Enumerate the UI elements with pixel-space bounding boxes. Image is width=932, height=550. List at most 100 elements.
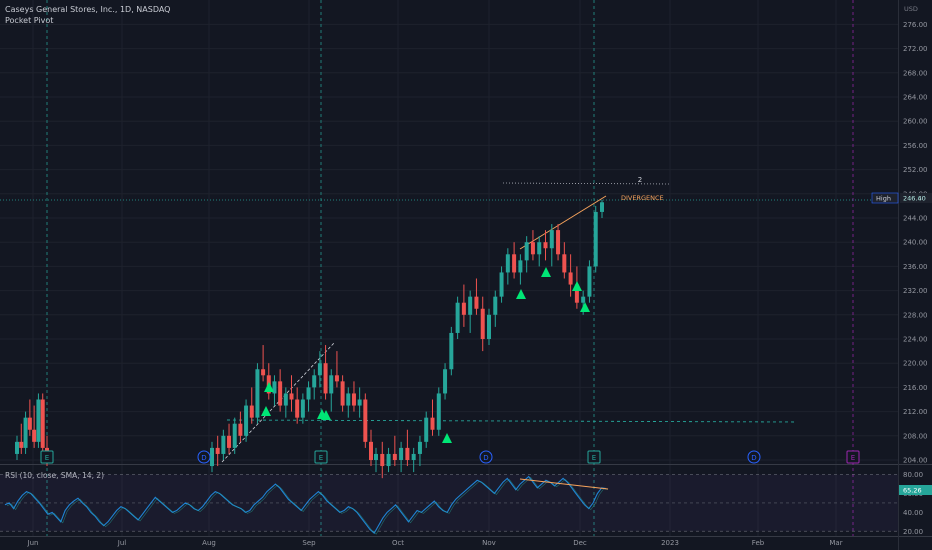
candle-body xyxy=(374,453,378,460)
time-axis: Jun Jul Aug Sep Oct Nov Dec 2023 Feb Mar xyxy=(27,539,843,547)
candle-body xyxy=(549,230,554,249)
time-tick-label: Aug xyxy=(202,539,216,547)
candle-body xyxy=(568,272,573,285)
candle-body xyxy=(562,254,567,273)
price-tick-label: 272.00 xyxy=(903,45,928,53)
candle-body xyxy=(32,429,37,442)
divergence-label: DIVERGENCE xyxy=(621,194,664,202)
event-marker-label: E xyxy=(851,454,855,462)
event-lines xyxy=(46,0,854,536)
price-tick-label: 228.00 xyxy=(903,311,928,319)
candle-body xyxy=(215,447,220,454)
candle-body xyxy=(312,375,317,388)
candle-body xyxy=(295,399,300,418)
candle-body xyxy=(487,314,491,339)
rsi-divergence-line xyxy=(519,478,609,490)
price-tick-label: 220.00 xyxy=(903,360,928,368)
candle-body xyxy=(386,453,391,467)
chart-drawings xyxy=(0,182,898,463)
candle-body xyxy=(317,363,322,376)
divergence-trendline xyxy=(519,195,607,250)
candle-body xyxy=(405,447,410,460)
candle-body xyxy=(392,453,397,460)
candle-body xyxy=(19,441,24,448)
pocket-pivot-arrow xyxy=(261,406,271,416)
event-marker-label: D xyxy=(483,454,488,462)
candle-body xyxy=(232,423,237,448)
candle-body xyxy=(430,417,435,430)
candle-body xyxy=(411,453,416,460)
last-price-value: 246.60 xyxy=(903,195,926,203)
candle-body xyxy=(530,242,535,255)
pocket-pivot-arrow xyxy=(541,267,551,277)
rising-trendline xyxy=(221,342,335,463)
time-tick-label: Jun xyxy=(27,539,39,547)
candle-body xyxy=(357,399,362,406)
candle-body xyxy=(306,387,311,400)
price-tick-label: 208.00 xyxy=(903,432,928,440)
candle-body xyxy=(556,230,561,255)
candle-body xyxy=(27,417,32,430)
pocket-pivot-arrow xyxy=(442,433,452,443)
candle-body xyxy=(474,296,479,309)
candle-body xyxy=(600,202,604,212)
candle-body xyxy=(518,260,523,273)
candle-body xyxy=(543,242,548,249)
time-tick-label: Nov xyxy=(482,539,496,547)
candle-body xyxy=(244,405,249,436)
event-marker-label: D xyxy=(201,454,206,462)
dotted-level-line xyxy=(502,182,672,185)
price-tick-label: 224.00 xyxy=(903,336,928,344)
annotation-number: 2 xyxy=(638,176,642,184)
price-tick-label: 216.00 xyxy=(903,384,928,392)
candle-body xyxy=(272,381,277,394)
event-marker-label: E xyxy=(592,454,596,462)
candle-body xyxy=(23,417,28,448)
chart-title: Caseys General Stores, Inc., 1D, NASDAQ xyxy=(5,5,171,14)
candle-body xyxy=(289,393,294,400)
event-marker-box xyxy=(846,450,860,464)
candle-body xyxy=(587,266,592,297)
candle-body xyxy=(436,393,441,430)
candle-body xyxy=(340,381,345,406)
candle-body xyxy=(443,369,448,394)
candlestick-series xyxy=(15,199,604,479)
price-tick-label: 260.00 xyxy=(903,118,928,126)
candle-body xyxy=(399,447,404,460)
candle-body xyxy=(512,254,517,273)
candle-body xyxy=(581,296,586,303)
event-marker: D xyxy=(479,450,493,464)
candle-body xyxy=(468,296,473,315)
pocket-pivot-arrow xyxy=(516,289,526,299)
candle-body xyxy=(499,272,504,297)
candle-body xyxy=(221,435,226,454)
candle-body xyxy=(461,302,466,315)
price-tick-label: 256.00 xyxy=(903,142,928,150)
candle-body xyxy=(15,441,19,454)
candle-body xyxy=(363,399,368,442)
time-tick-label: Feb xyxy=(752,539,765,547)
candle-body xyxy=(283,393,288,406)
candle-body xyxy=(249,405,254,418)
event-marker-circle xyxy=(197,450,211,464)
candle-body xyxy=(323,363,328,394)
event-marker: E xyxy=(587,450,601,464)
price-axis: 204.00 208.00 212.00 216.00 220.00 224.00 228.… xyxy=(903,21,928,465)
event-marker: E xyxy=(40,450,54,464)
event-marker: E xyxy=(846,450,860,464)
time-tick-label: Mar xyxy=(829,539,842,547)
event-marker-box xyxy=(40,450,54,464)
price-tick-label: 244.00 xyxy=(903,215,928,223)
candle-body xyxy=(334,375,339,382)
candle-body xyxy=(524,242,529,261)
pocket-pivot-arrow xyxy=(264,382,274,392)
candle-body xyxy=(505,254,510,273)
event-marker-label: D xyxy=(751,454,756,462)
event-marker-box xyxy=(314,450,328,464)
event-marker-label: E xyxy=(319,454,323,462)
rsi-tick-label: 80.00 xyxy=(903,471,923,479)
rsi-tick-label: 20.00 xyxy=(903,528,923,536)
candle-body xyxy=(369,441,373,460)
